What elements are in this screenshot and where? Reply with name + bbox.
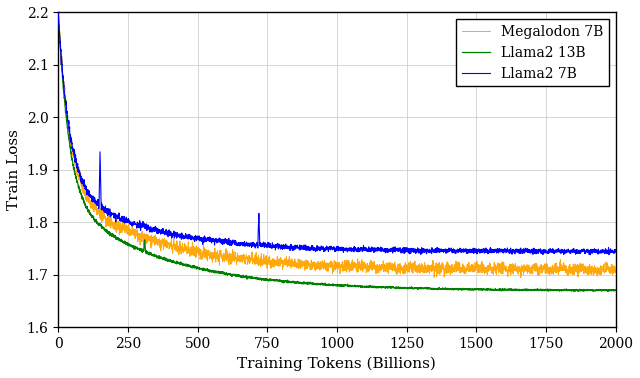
Llama2 13B [612,288,620,292]
Llama2 7B [586,253,594,257]
Megalodon 7B [319,262,327,266]
Megalodon 7B [567,271,575,276]
Legend: Megalodon 7B, Llama2 13B, Llama2 7B: Megalodon 7B, Llama2 13B, Llama2 7B [456,19,609,87]
Megalodon 7B [612,270,620,275]
Line: Megalodon 7B: Megalodon 7B [58,13,616,277]
Megalodon 7B [460,265,467,269]
X-axis label: Training Tokens (Billions): Training Tokens (Billions) [237,357,436,371]
Llama2 7B [319,245,327,249]
Megalodon 7B [293,261,301,265]
Line: Llama2 7B: Llama2 7B [58,13,616,255]
Llama2 7B [289,248,296,253]
Llama2 7B [612,249,620,254]
Llama2 13B [289,280,296,285]
Llama2 13B [570,289,578,294]
Llama2 13B [567,288,575,293]
Llama2 7B [460,250,467,254]
Megalodon 7B [54,19,62,24]
Megalodon 7B [595,271,602,275]
Llama2 7B [54,11,62,15]
Y-axis label: Train Loss: Train Loss [7,130,21,210]
Llama2 13B [293,280,301,285]
Llama2 7B [293,243,301,248]
Llama2 7B [567,251,575,256]
Megalodon 7B [289,262,296,266]
Llama2 13B [319,282,327,287]
Llama2 13B [460,287,467,291]
Llama2 13B [54,11,62,16]
Llama2 13B [595,288,602,292]
Megalodon 7B [54,11,62,15]
Megalodon 7B [517,275,525,280]
Line: Llama2 13B: Llama2 13B [58,14,616,291]
Llama2 7B [595,250,602,255]
